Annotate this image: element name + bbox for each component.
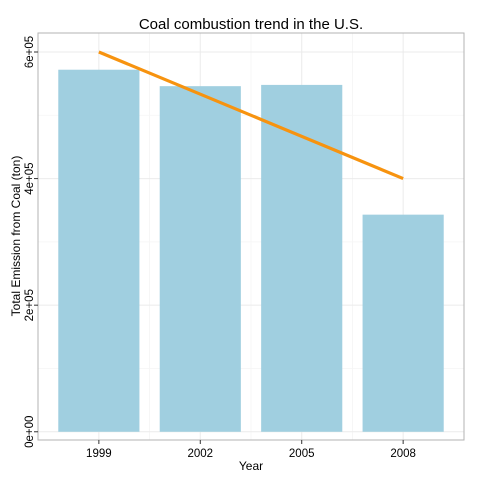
bar-2005 bbox=[261, 84, 343, 432]
y-tick-label: 0e+00 bbox=[24, 416, 36, 448]
x-tick-label-2008: 2008 bbox=[390, 448, 416, 460]
trend-line bbox=[98, 50, 404, 181]
bar-1999 bbox=[58, 69, 140, 432]
bar-2002 bbox=[159, 86, 241, 432]
x-axis-ticks: 1999 2002 2005 2008 bbox=[86, 440, 416, 460]
panel-border bbox=[37, 32, 465, 441]
trend-line-group bbox=[98, 50, 404, 181]
x-axis-title: Year bbox=[239, 459, 263, 473]
bar-2008 bbox=[362, 214, 444, 432]
y-tick-label: 6e+05 bbox=[24, 36, 36, 68]
y-axis-ticks: 0e+00 2e+05 4e+05 6e+05 bbox=[24, 36, 38, 448]
x-tick-label-1999: 1999 bbox=[86, 448, 112, 460]
bars bbox=[58, 69, 444, 432]
chart-title: Coal combustion trend in the U.S. bbox=[139, 16, 363, 33]
y-tick-label: 2e+05 bbox=[24, 289, 36, 321]
x-tick-label-2005: 2005 bbox=[289, 448, 315, 460]
x-tick-label-2002: 2002 bbox=[187, 448, 213, 460]
y-tick-label: 4e+05 bbox=[24, 162, 36, 194]
y-axis-title: Total Emission from Coal (ton) bbox=[9, 156, 23, 317]
